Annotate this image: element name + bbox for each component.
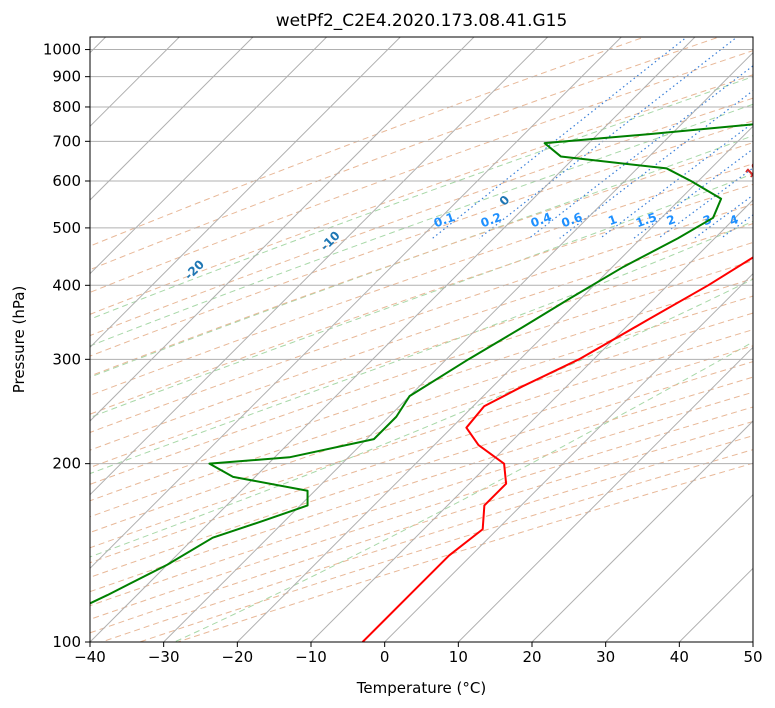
x-tick-label: 40: [670, 648, 689, 666]
dry-adiabat-line: [90, 97, 753, 337]
dry-adiabat-line: [90, 345, 753, 564]
dewpoint-profile-line: [90, 123, 753, 605]
mixing-ratio-label: 0.2: [479, 210, 504, 230]
isotherm-line: [383, 272, 753, 642]
dry-adiabat-line: [90, 50, 753, 293]
dry-adiabat-line: [90, 37, 721, 271]
mixing-ratio-label: 0.4: [529, 210, 554, 230]
x-tick-label: 50: [743, 648, 762, 666]
mixing-ratio-line: [478, 37, 739, 239]
y-tick-label: 100: [52, 633, 81, 651]
isotherm-line: [90, 37, 328, 275]
y-tick-label: 400: [52, 276, 81, 294]
moist-adiabat-label: 10: [742, 159, 764, 181]
x-tick-label: −40: [74, 648, 106, 666]
y-tick-label: 600: [52, 172, 81, 190]
x-axis-ticks: −40 −30 −20 −10 0 10 20 30 40 50: [74, 642, 763, 666]
x-tick-label: −10: [295, 648, 327, 666]
dry-adiabat-line: [90, 120, 753, 357]
y-tick-label: 300: [52, 350, 81, 368]
isotherm-line: [457, 346, 753, 642]
dry-adiabat-line: [90, 241, 753, 469]
mixing-ratio-label: 0.1: [432, 210, 457, 230]
y-tick-label: 500: [52, 219, 81, 237]
x-tick-label: −30: [148, 648, 180, 666]
dry-adiabat-line: [90, 391, 753, 607]
x-axis-label: Temperature (°C): [356, 679, 486, 697]
dry-adiabat-line: [90, 203, 753, 433]
x-tick-label: 20: [522, 648, 541, 666]
moist-adiabat-line: [90, 220, 753, 475]
x-tick-label: −20: [222, 648, 254, 666]
mixing-ratio-label: 1.5: [634, 210, 659, 230]
dry-adiabat-line: [90, 74, 753, 315]
isotherm-line: [604, 493, 753, 642]
isotherm-line: [90, 37, 549, 496]
x-tick-label: 0: [380, 648, 390, 666]
x-tick-label: 30: [596, 648, 615, 666]
y-tick-label: 700: [52, 132, 81, 150]
pressure-gridlines: [90, 49, 753, 642]
y-tick-label: 800: [52, 98, 81, 116]
plot-frame: [89, 36, 754, 643]
profile-series: [90, 123, 753, 642]
y-tick-label: 200: [52, 455, 81, 473]
y-tick-label: 900: [52, 68, 81, 86]
dry-adiabat-line: [90, 312, 753, 534]
isotherm-line: [90, 37, 623, 570]
isotherm-line: [90, 37, 696, 642]
isotherm-line: [236, 125, 753, 642]
moist-adiabat-line: [174, 341, 753, 642]
plot-area: -100-90-80-70-60-50-40-30-20-100 1020304…: [90, 37, 764, 642]
isotherm-line: [531, 420, 753, 642]
y-axis-label: Pressure (hPa): [10, 286, 28, 394]
mixing-ratio-line: [432, 37, 688, 239]
temperature-profile-line: [361, 256, 753, 642]
dry-adiabat-line: [90, 278, 753, 502]
y-axis-ticks: 100 200 300 400 500 600 700 800 900 1000: [43, 41, 90, 651]
dry-adiabats: [90, 37, 753, 642]
x-tick-label: 10: [449, 648, 468, 666]
mixing-ratio-line: [658, 167, 753, 239]
isotherm-line: [310, 199, 753, 642]
mixing-ratio-label: 0.6: [560, 210, 585, 230]
isotherm-line: [90, 37, 254, 201]
isotherm-line: [90, 37, 475, 422]
chart-title: wetPf2_C2E4.2020.173.08.41.G15: [276, 11, 568, 31]
y-tick-label: 1000: [43, 41, 81, 59]
dry-adiabat-line: [90, 376, 753, 593]
